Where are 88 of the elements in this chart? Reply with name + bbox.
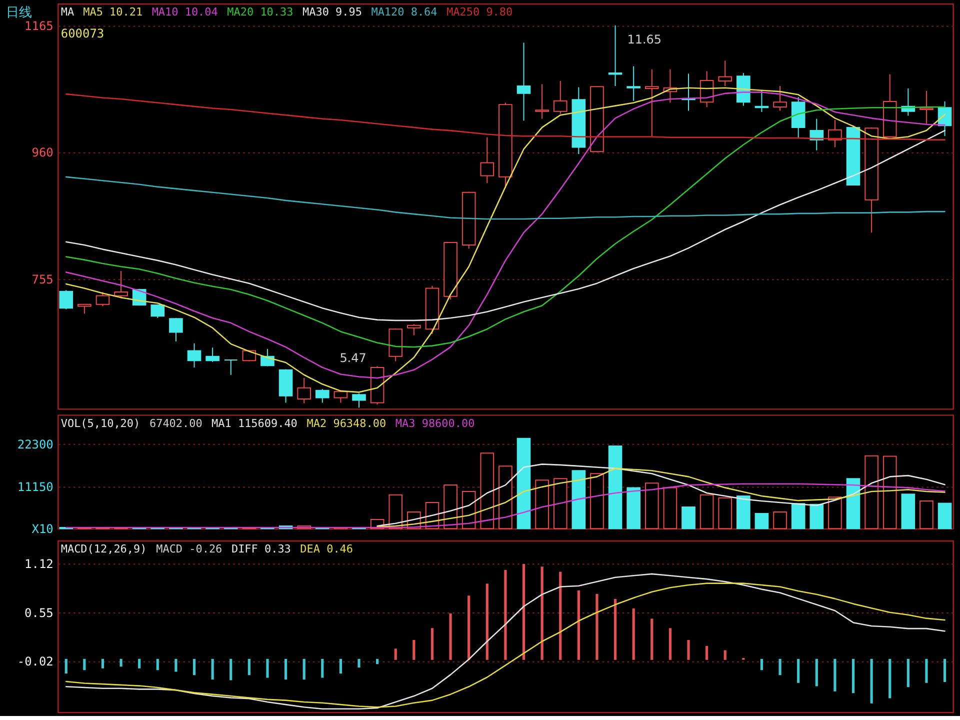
candlestick bbox=[535, 84, 549, 120]
candlestick bbox=[754, 90, 769, 112]
candlestick bbox=[334, 390, 348, 404]
bar bbox=[572, 470, 586, 530]
candlestick bbox=[169, 317, 183, 342]
text: DIFF 0.33 bbox=[231, 542, 291, 556]
text: MA5 10.21 bbox=[83, 6, 143, 19]
bar bbox=[846, 478, 860, 530]
text: MA1 115609.40 bbox=[212, 416, 298, 430]
candlestick bbox=[718, 60, 732, 87]
bar bbox=[553, 478, 568, 530]
bar bbox=[810, 504, 824, 530]
line-series bbox=[65, 176, 946, 220]
bar bbox=[516, 438, 531, 530]
annotation: 67402.00 bbox=[149, 416, 202, 430]
chart-title: 日线 bbox=[6, 6, 32, 21]
y-tick-label: 22300 bbox=[17, 438, 54, 452]
bar bbox=[718, 497, 732, 530]
line-series bbox=[65, 93, 946, 140]
candlestick bbox=[187, 342, 202, 368]
bar bbox=[590, 473, 604, 530]
bar bbox=[535, 480, 549, 530]
legend-title: VOL(5,10,20) bbox=[60, 416, 140, 430]
candlestick bbox=[59, 290, 74, 310]
candlestick bbox=[206, 347, 220, 362]
candlestick bbox=[553, 80, 568, 114]
annotation: 5.47 bbox=[340, 350, 366, 365]
bar bbox=[791, 503, 806, 530]
bar bbox=[444, 484, 458, 530]
line-series bbox=[65, 130, 946, 322]
bar bbox=[682, 506, 696, 530]
y-tick-label: 960 bbox=[32, 146, 54, 160]
bar bbox=[498, 466, 512, 530]
bar bbox=[736, 496, 750, 530]
bar bbox=[626, 487, 640, 530]
candlestick bbox=[810, 118, 824, 151]
candlestick bbox=[828, 120, 842, 148]
text: MA2 96348.00 bbox=[306, 416, 386, 430]
candlestick bbox=[78, 304, 92, 314]
candlestick bbox=[96, 291, 110, 307]
y-tick-label: 0.55 bbox=[24, 606, 54, 620]
candlestick bbox=[150, 304, 165, 318]
candlestick bbox=[644, 68, 659, 137]
candlestick bbox=[626, 66, 640, 102]
bar bbox=[663, 487, 678, 530]
bar bbox=[882, 456, 897, 530]
y-tick-label: 1165 bbox=[24, 18, 54, 33]
text: MA250 9.80 bbox=[446, 6, 513, 19]
candlestick bbox=[407, 324, 421, 336]
y-tick-label: -0.02 bbox=[17, 654, 54, 669]
text: DEA 0.46 bbox=[300, 542, 354, 556]
annotation: MACD -0.26 bbox=[156, 542, 222, 556]
candlestick bbox=[352, 392, 366, 408]
bar bbox=[644, 482, 659, 530]
text: MA120 8.64 bbox=[371, 6, 438, 19]
text: MA20 10.33 bbox=[227, 6, 294, 19]
annotation: 11.65 bbox=[627, 32, 662, 46]
text: MA30 9.95 bbox=[302, 6, 362, 19]
y-tick-label: 11150 bbox=[17, 480, 54, 494]
bar bbox=[938, 502, 952, 530]
y-tick-label: 1.12 bbox=[24, 557, 54, 572]
candlestick bbox=[516, 42, 531, 122]
candlestick bbox=[297, 377, 311, 404]
candlestick bbox=[114, 270, 128, 299]
bar bbox=[920, 500, 934, 530]
bar bbox=[773, 511, 787, 530]
candlestick bbox=[920, 90, 934, 124]
bar bbox=[901, 494, 916, 530]
bar bbox=[828, 496, 842, 530]
candlestick bbox=[480, 136, 494, 184]
bar bbox=[700, 494, 714, 530]
candlestick bbox=[608, 24, 622, 87]
text: MA3 98600.00 bbox=[395, 416, 475, 430]
candlestick bbox=[773, 86, 787, 112]
candlestick bbox=[224, 360, 238, 376]
bar bbox=[388, 494, 403, 530]
candlestick bbox=[315, 388, 330, 404]
bar bbox=[608, 445, 622, 530]
y-tick-label: 755 bbox=[32, 272, 54, 286]
line-series bbox=[65, 483, 946, 528]
text: 600073 bbox=[60, 26, 104, 41]
legend-title: MA bbox=[60, 6, 74, 19]
bar bbox=[754, 512, 769, 530]
legend-title: MACD(12,26,9) bbox=[60, 542, 147, 556]
text: MA10 10.04 bbox=[152, 6, 218, 19]
bar bbox=[480, 452, 494, 530]
y-tick-label: X10 bbox=[32, 522, 54, 536]
bar bbox=[864, 455, 878, 530]
